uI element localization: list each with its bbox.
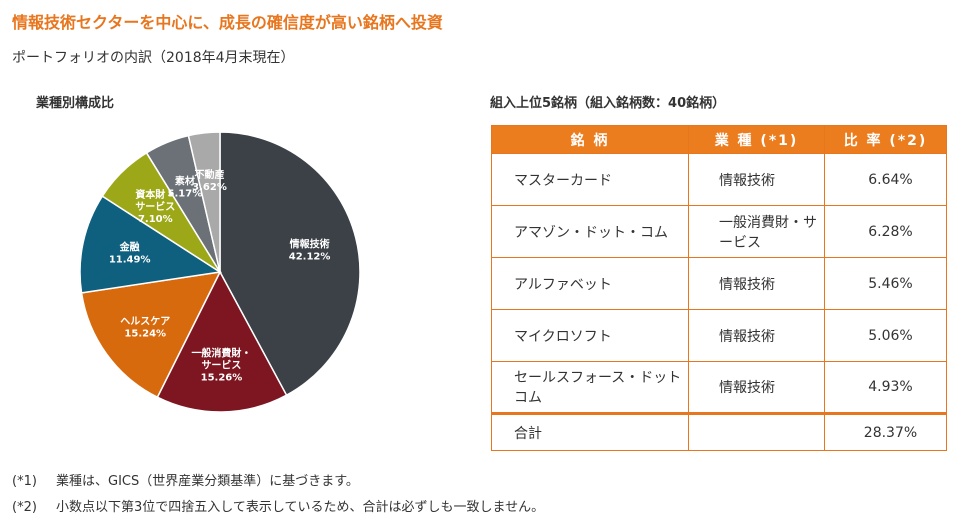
table-header-row: 銘 柄 業 種 (*1) 比 率 (*2) — [491, 125, 947, 154]
total-row: 合計 28.37% — [491, 412, 947, 451]
row-weight: 4.93% — [824, 361, 947, 414]
pie-slice-label: 一般消費財・サービス 15.26% — [191, 346, 251, 383]
row-name: マイクロソフト — [491, 309, 689, 362]
pie-slice — [79, 195, 223, 294]
pie-slice — [219, 131, 361, 397]
total-label: 合計 — [491, 412, 689, 451]
total-sector-empty — [688, 412, 825, 451]
row-weight: 5.46% — [824, 257, 947, 310]
header-weight: 比 率 (*2) — [824, 125, 947, 154]
headline: 情報技術セクターを中心に、成長の確信度が高い銘柄へ投資 — [12, 13, 443, 32]
footnote-1: (*1) 業種は、GICS（世界産業分類基準）に基づきます。 — [12, 470, 359, 489]
pie-slice — [156, 270, 288, 413]
row-sector: 一般消費財・サービス — [688, 205, 825, 258]
header-sector: 業 種 (*1) — [688, 125, 825, 154]
pie-slice-label: 不動産 3.62% — [192, 168, 227, 193]
table-row: マスターカード 情報技術 6.64% — [491, 153, 947, 206]
row-sector: 情報技術 — [688, 361, 825, 414]
row-weight: 5.06% — [824, 309, 947, 362]
pie-slice — [187, 131, 221, 273]
row-sector: 情報技術 — [688, 257, 825, 310]
table-row: マイクロソフト 情報技術 5.06% — [491, 309, 947, 362]
pie-chart-title: 業種別構成比 — [36, 96, 115, 111]
row-name: セールスフォース・ドットコム — [491, 361, 689, 414]
table-row: アマゾン・ドット・コム 一般消費財・サービス 6.28% — [491, 205, 947, 258]
sector-pie-chart: 情報技術 42.12% 一般消費財・サービス 15.26% ヘルスケア 15.24% 金融 1… — [79, 131, 361, 413]
row-weight: 6.64% — [824, 153, 947, 206]
top-holdings-table: 銘 柄 業 種 (*1) 比 率 (*2) マスターカード 情報技術 6.64%… — [491, 125, 947, 451]
total-weight: 28.37% — [824, 412, 947, 451]
row-sector: 情報技術 — [688, 153, 825, 206]
subtitle: ポートフォリオの内訳（2018年4月末現在） — [12, 50, 295, 66]
row-sector: 情報技術 — [688, 309, 825, 362]
pie-slice — [80, 271, 222, 399]
pie-slice-label: 金融 11.49% — [109, 241, 151, 266]
row-name: マスターカード — [491, 153, 689, 206]
pie-slice-label: 情報技術 42.12% — [289, 237, 331, 262]
footnote-2-mark: (*2) — [12, 500, 37, 515]
holdings-table-title: 組入上位5銘柄（組入銘柄数：40銘柄） — [490, 96, 726, 111]
row-name: アルファベット — [491, 257, 689, 310]
footnote-1-text: 業種は、GICS（世界産業分類基準）に基づきます。 — [56, 474, 359, 489]
header-name: 銘 柄 — [491, 125, 689, 154]
footnote-2-text: 小数点以下第3位で四捨五入して表示しているため、合計は必ずしも一致しません。 — [56, 500, 545, 515]
pie-slice-label: 素材 5.17% — [168, 175, 203, 200]
table-row: セールスフォース・ドットコム 情報技術 4.93% — [491, 361, 947, 414]
pie-slice-label: ヘルスケア 15.24% — [120, 315, 170, 339]
row-name: アマゾン・ドット・コム — [491, 205, 689, 258]
pie-slice-label: 資本財・サービス 7.10% — [135, 188, 175, 225]
table-row: アルファベット 情報技術 5.46% — [491, 257, 947, 310]
row-weight: 6.28% — [824, 205, 947, 258]
footnote-1-mark: (*1) — [12, 474, 37, 489]
footnote-2: (*2) 小数点以下第3位で四捨五入して表示しているため、合計は必ずしも一致しませ… — [12, 496, 544, 515]
